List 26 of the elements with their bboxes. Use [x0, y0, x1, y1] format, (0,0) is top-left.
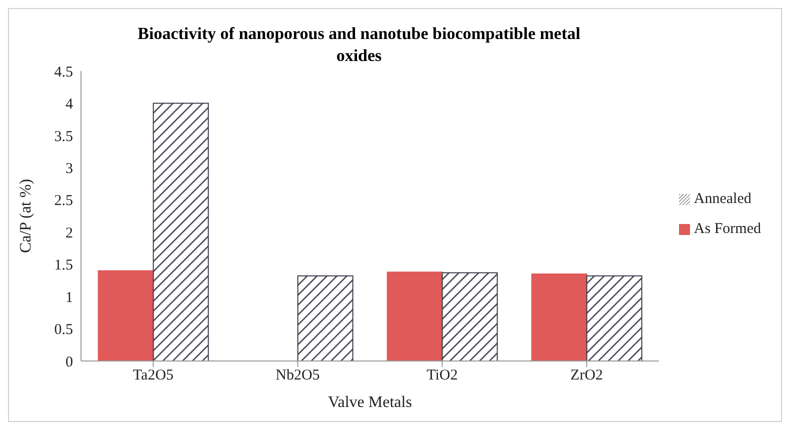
- bar: [386, 272, 443, 361]
- x-tick-label: Nb2O5: [276, 368, 320, 384]
- y-tick-label: 0: [66, 354, 73, 370]
- bar: [152, 102, 209, 361]
- chart-title: Bioactivity of nanoporous and nanotube biocompatible metal oxides: [136, 23, 582, 67]
- y-tick-label: 4: [66, 96, 74, 113]
- x-tick-label: Ta2O5: [132, 368, 174, 384]
- bar: [98, 270, 154, 361]
- y-tick-label: 0.5: [54, 322, 73, 338]
- y-tick-label: 3: [66, 160, 73, 177]
- y-axis-title: Ca/P (at %): [18, 178, 35, 254]
- legend-label: As Formed: [694, 221, 761, 237]
- x-tick-label: ZrO2: [570, 368, 603, 384]
- bar: [297, 275, 354, 361]
- bar: [531, 274, 588, 361]
- y-tick-label: 2: [66, 225, 73, 242]
- bar: [442, 272, 498, 361]
- y-tick-label: 3.5: [54, 128, 73, 145]
- y-tick-label: 1.5: [54, 258, 73, 274]
- bar: [586, 275, 642, 361]
- legend-label: Annealed: [694, 191, 752, 207]
- y-tick-label: 4.5: [54, 64, 73, 80]
- y-tick-label: 1: [66, 290, 73, 306]
- y-tick-label: 2.5: [54, 193, 73, 210]
- x-axis-title: Valve Metals: [328, 394, 412, 411]
- x-tick-label: TiO2: [426, 368, 458, 384]
